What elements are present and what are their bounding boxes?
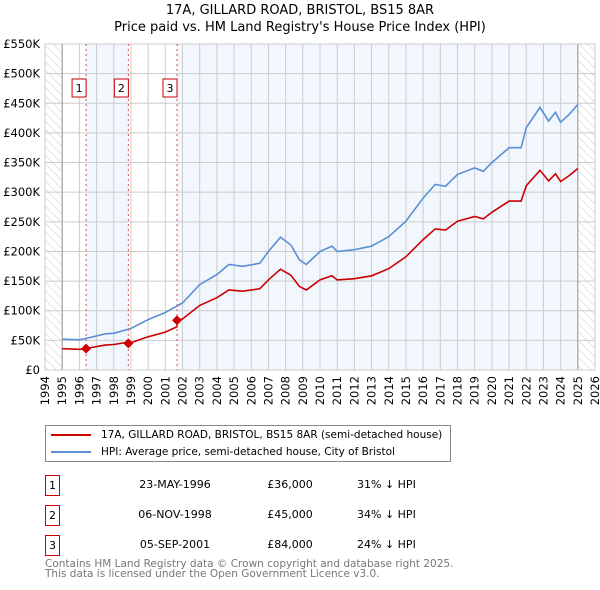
x-tick-label: 1996 <box>72 376 86 405</box>
x-tick-label: 2025 <box>571 376 585 405</box>
x-tick-label: 1998 <box>107 376 121 405</box>
sale-label-box <box>113 78 129 98</box>
footer-licence: This data is licensed under the Open Gov… <box>45 568 380 580</box>
x-tick-label: 2017 <box>433 376 447 405</box>
hatched-region-before <box>45 44 63 370</box>
x-tick-label: 1999 <box>124 376 138 405</box>
transaction-price: £45,000 <box>267 508 313 521</box>
x-tick-label: 1995 <box>55 376 69 405</box>
x-tick-label: 2003 <box>193 376 207 405</box>
legend-item-hpi: HPI: Average price, semi-detached house,… <box>51 446 395 458</box>
y-tick-label: £300K <box>3 185 40 199</box>
y-tick-label: £50K <box>11 333 41 347</box>
sale-point <box>172 315 182 326</box>
y-tick-label: £400K <box>3 126 40 140</box>
x-tick-label: 2001 <box>158 376 172 405</box>
y-tick-label: £450K <box>3 96 40 110</box>
legend-swatch-red <box>51 434 91 436</box>
x-tick-label: 2010 <box>313 376 327 405</box>
x-tick-label: 2026 <box>588 376 600 405</box>
transaction-number: 1 <box>45 475 60 496</box>
footer-copyright: Contains HM Land Registry data © Crown c… <box>45 558 454 570</box>
transaction-number: 2 <box>45 505 60 526</box>
transaction-number: 3 <box>45 535 60 556</box>
y-tick-label: £200K <box>3 244 40 258</box>
x-tick-label: 2002 <box>176 376 190 405</box>
x-tick-label: 2011 <box>330 376 344 405</box>
x-tick-label: 2015 <box>399 376 413 405</box>
y-tick-label: £100K <box>3 304 40 318</box>
legend-label: HPI: Average price, semi-detached house,… <box>101 446 395 458</box>
x-tick-label: 2022 <box>519 376 533 405</box>
x-tick-label: 2021 <box>502 376 516 405</box>
x-tick-label: 2000 <box>141 376 155 405</box>
x-tick-label: 2012 <box>347 376 361 405</box>
legend-item-property: 17A, GILLARD ROAD, BRISTOL, BS15 8AR (se… <box>51 429 442 441</box>
x-tick-label: 1997 <box>90 376 104 405</box>
x-tick-label: 2013 <box>365 376 379 405</box>
transaction-row: 2 06-NOV-1998 £45,000 34% ↓ HPI <box>45 505 465 526</box>
x-tick-label: 2023 <box>536 376 550 405</box>
x-tick-label: 2009 <box>296 376 310 405</box>
hatched-region-after <box>577 44 595 370</box>
ownership-band <box>177 44 578 370</box>
y-tick-label: £550K <box>3 37 40 51</box>
y-tick-label: £250K <box>3 215 40 229</box>
transaction-hpi: 24% ↓ HPI <box>357 538 416 551</box>
chart-subtitle: Price paid vs. HM Land Registry's House … <box>114 20 486 35</box>
transaction-date: 06-NOV-1998 <box>138 508 212 521</box>
y-tick-label: £0 <box>25 363 40 377</box>
sale-label: 2 <box>118 82 125 95</box>
sale-point <box>81 343 92 354</box>
x-tick-label: 2014 <box>382 376 396 405</box>
x-tick-label: 2007 <box>261 376 275 405</box>
sale-label-box <box>71 78 87 98</box>
transaction-date: 23-MAY-1996 <box>139 478 211 491</box>
hpi-line <box>62 103 579 341</box>
legend: 17A, GILLARD ROAD, BRISTOL, BS15 8AR (se… <box>45 425 451 462</box>
sale-point <box>123 338 134 349</box>
x-tick-label: 2019 <box>468 376 482 405</box>
transaction-hpi: 31% ↓ HPI <box>357 478 416 491</box>
footer: Contains HM Land Registry data © Crown c… <box>45 558 454 580</box>
x-tick-label: 2024 <box>554 376 568 405</box>
sale-label: 1 <box>76 82 83 95</box>
x-tick-label: 2005 <box>227 376 241 405</box>
legend-swatch-blue <box>51 451 91 453</box>
transaction-price: £84,000 <box>267 538 313 551</box>
x-tick-label: 2004 <box>210 376 224 405</box>
sale-label-box <box>162 78 178 98</box>
transaction-row: 1 23-MAY-1996 £36,000 31% ↓ HPI <box>45 475 465 496</box>
x-tick-label: 2018 <box>451 376 465 405</box>
y-tick-label: £350K <box>3 156 40 170</box>
transaction-row: 3 05-SEP-2001 £84,000 24% ↓ HPI <box>45 535 465 556</box>
plot-border <box>44 43 596 371</box>
y-tick-label: £150K <box>3 274 40 288</box>
price-chart: 1994 1995 1996 1997 1998 1999 2000 2001 2002 2003… <box>3 37 600 405</box>
ownership-band <box>86 44 129 370</box>
transaction-date: 05-SEP-2001 <box>139 538 211 551</box>
transaction-price: £36,000 <box>267 478 313 491</box>
x-tick-label: 1994 <box>38 376 52 405</box>
x-tick-label: 2020 <box>485 376 499 405</box>
x-tick-label: 2006 <box>244 376 258 405</box>
sale-label: 3 <box>167 82 174 95</box>
chart-title: 17A, GILLARD ROAD, BRISTOL, BS15 8AR <box>165 3 435 18</box>
legend-label: 17A, GILLARD ROAD, BRISTOL, BS15 8AR (se… <box>101 429 443 441</box>
x-tick-label: 2008 <box>279 376 293 405</box>
x-tick-label: 2016 <box>416 376 430 405</box>
transaction-hpi: 34% ↓ HPI <box>357 508 416 521</box>
y-tick-label: £500K <box>3 67 40 81</box>
